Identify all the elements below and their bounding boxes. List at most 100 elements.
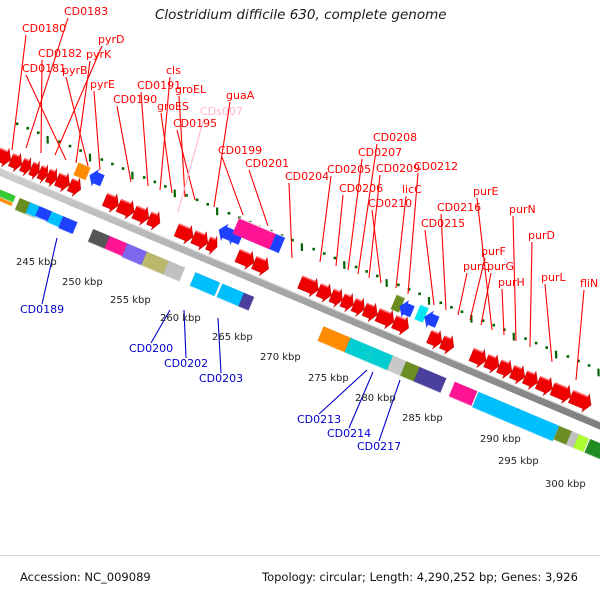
gene-label[interactable]: guaA: [226, 89, 255, 102]
feature-arrow-reverse[interactable]: [89, 169, 105, 187]
cds-arrow[interactable]: [315, 283, 332, 303]
feature-box-highlight: [0, 196, 14, 204]
gene-label[interactable]: CD0191: [137, 79, 181, 92]
feature-box-reverse[interactable]: [232, 217, 277, 250]
cds-arrow-highlight: [514, 364, 523, 370]
cds-arrow-track[interactable]: [0, 147, 600, 472]
ruler-dot: [460, 310, 464, 314]
ruler-label-layer: 245 kbp 250 kbp 255 kbp 260 kbp 265 kbp 270 k…: [16, 257, 586, 490]
gene-label[interactable]: CD0183: [64, 5, 108, 18]
feature-box[interactable]: [0, 188, 16, 203]
gene-label[interactable]: purD: [528, 229, 555, 242]
gene-label[interactable]: CD0190: [113, 93, 157, 106]
ruler-dot: [100, 158, 104, 161]
gene-label[interactable]: groEL: [175, 83, 207, 96]
gene-label[interactable]: purC: [463, 260, 489, 273]
gene-label[interactable]: purF: [481, 245, 506, 258]
feature-arrow-reverse[interactable]: [399, 300, 415, 318]
feature-arrow-reverse[interactable]: [424, 310, 440, 329]
gene-label[interactable]: CD0216: [437, 201, 481, 214]
cds-arrow[interactable]: [234, 249, 255, 271]
gene-label[interactable]: CD0201: [245, 157, 289, 170]
gene-label[interactable]: CD0182: [38, 47, 82, 60]
cds-arrow[interactable]: [509, 364, 526, 385]
gene-label[interactable]: CD0195: [173, 117, 217, 130]
gene-label[interactable]: CD0181: [22, 62, 66, 75]
feature-boxes-below[interactable]: [73, 161, 440, 329]
cds-arrow[interactable]: [101, 193, 119, 213]
gene-label[interactable]: CD0212: [414, 160, 458, 173]
cds-arrow[interactable]: [426, 329, 443, 350]
gene-label[interactable]: pyrK: [86, 48, 112, 61]
gene-label[interactable]: fliN: [580, 277, 598, 290]
feature-box[interactable]: [344, 337, 374, 363]
cds-arrow[interactable]: [483, 353, 500, 374]
feature-box[interactable]: [237, 292, 255, 312]
feature-box-reverse-highlight: [396, 293, 406, 299]
gene-label[interactable]: CD0204: [285, 170, 329, 183]
ruler-dot: [153, 180, 157, 184]
cds-arrow[interactable]: [521, 370, 538, 391]
gene-label[interactable]: CD0206: [339, 182, 383, 195]
cds-arrow[interactable]: [131, 205, 150, 226]
gene-label[interactable]: purE: [473, 185, 498, 198]
feature-label[interactable]: CD0189: [20, 303, 64, 316]
cds-arrow[interactable]: [534, 376, 553, 397]
cds-arrow[interactable]: [391, 315, 409, 336]
cds-arrow-highlight: [431, 329, 440, 335]
gene-label[interactable]: CD0208: [373, 131, 417, 144]
gene-label[interactable]: cls: [166, 64, 181, 77]
cds-arrow[interactable]: [374, 308, 395, 330]
feature-box-reverse[interactable]: [414, 304, 429, 323]
cds-arrow[interactable]: [173, 223, 194, 245]
feature-box-reverse[interactable]: [73, 162, 91, 181]
cds-arrow[interactable]: [115, 199, 135, 220]
gene-label[interactable]: groES: [157, 100, 189, 113]
feature-box[interactable]: [448, 381, 478, 407]
feature-box-reverse[interactable]: [390, 294, 406, 313]
gene-label[interactable]: CD0210: [368, 197, 412, 210]
feature-box[interactable]: [189, 271, 221, 297]
gene-label[interactable]: CD0205: [327, 163, 371, 176]
gene-label[interactable]: purN: [509, 203, 536, 216]
feature-label[interactable]: CD0217: [357, 440, 401, 453]
feature-box-highlight: [44, 221, 61, 229]
feature-label[interactable]: CD0213: [297, 413, 341, 426]
cds-arrow[interactable]: [251, 256, 269, 277]
feature-label[interactable]: CD0202: [164, 357, 208, 370]
feature-label[interactable]: CD0214: [327, 427, 371, 440]
cds-arrow-highlight: [554, 382, 569, 390]
gene-label[interactable]: purL: [541, 271, 566, 284]
gene-leader-line: [480, 272, 492, 326]
accession-text: Accession: NC_009089: [20, 570, 151, 584]
feature-box[interactable]: [471, 391, 521, 426]
gene-label[interactable]: purG: [487, 260, 514, 273]
gene-label[interactable]: CD0180: [22, 22, 66, 35]
gene-label[interactable]: CD0209: [376, 162, 420, 175]
gene-label[interactable]: CD0199: [218, 144, 262, 157]
feature-box[interactable]: [572, 433, 590, 453]
cds-arrow[interactable]: [190, 230, 209, 251]
gene-label[interactable]: CD0207: [358, 146, 402, 159]
gene-label[interactable]: purH: [498, 276, 525, 289]
feature-box-reverse-highlight: [78, 161, 92, 168]
feature-box-highlight: [448, 395, 472, 407]
gene-label[interactable]: licC: [402, 183, 422, 196]
feature-box[interactable]: [413, 366, 447, 394]
cds-arrow[interactable]: [496, 359, 513, 380]
pseudogene-label[interactable]: CDs007: [200, 105, 243, 118]
feature-box-highlight: [366, 361, 388, 372]
gene-label[interactable]: pyrD: [98, 33, 125, 46]
cds-arrow[interactable]: [468, 348, 487, 369]
gene-label[interactable]: pyrB: [62, 64, 88, 77]
feature-label[interactable]: CD0200: [129, 342, 173, 355]
feature-label[interactable]: CD0203: [199, 372, 243, 385]
feature-arrow-reverse[interactable]: [228, 227, 244, 246]
gene-label-layer[interactable]: CD0180 CD0183 CD0182 pyrD CD0181 pyrK pyrBpyrE…: [20, 5, 598, 453]
feature-boxes-above[interactable]: [0, 188, 600, 461]
feature-leader-line: [217, 317, 222, 374]
gene-label[interactable]: pyrE: [90, 78, 115, 91]
gene-label[interactable]: CD0215: [421, 217, 465, 230]
